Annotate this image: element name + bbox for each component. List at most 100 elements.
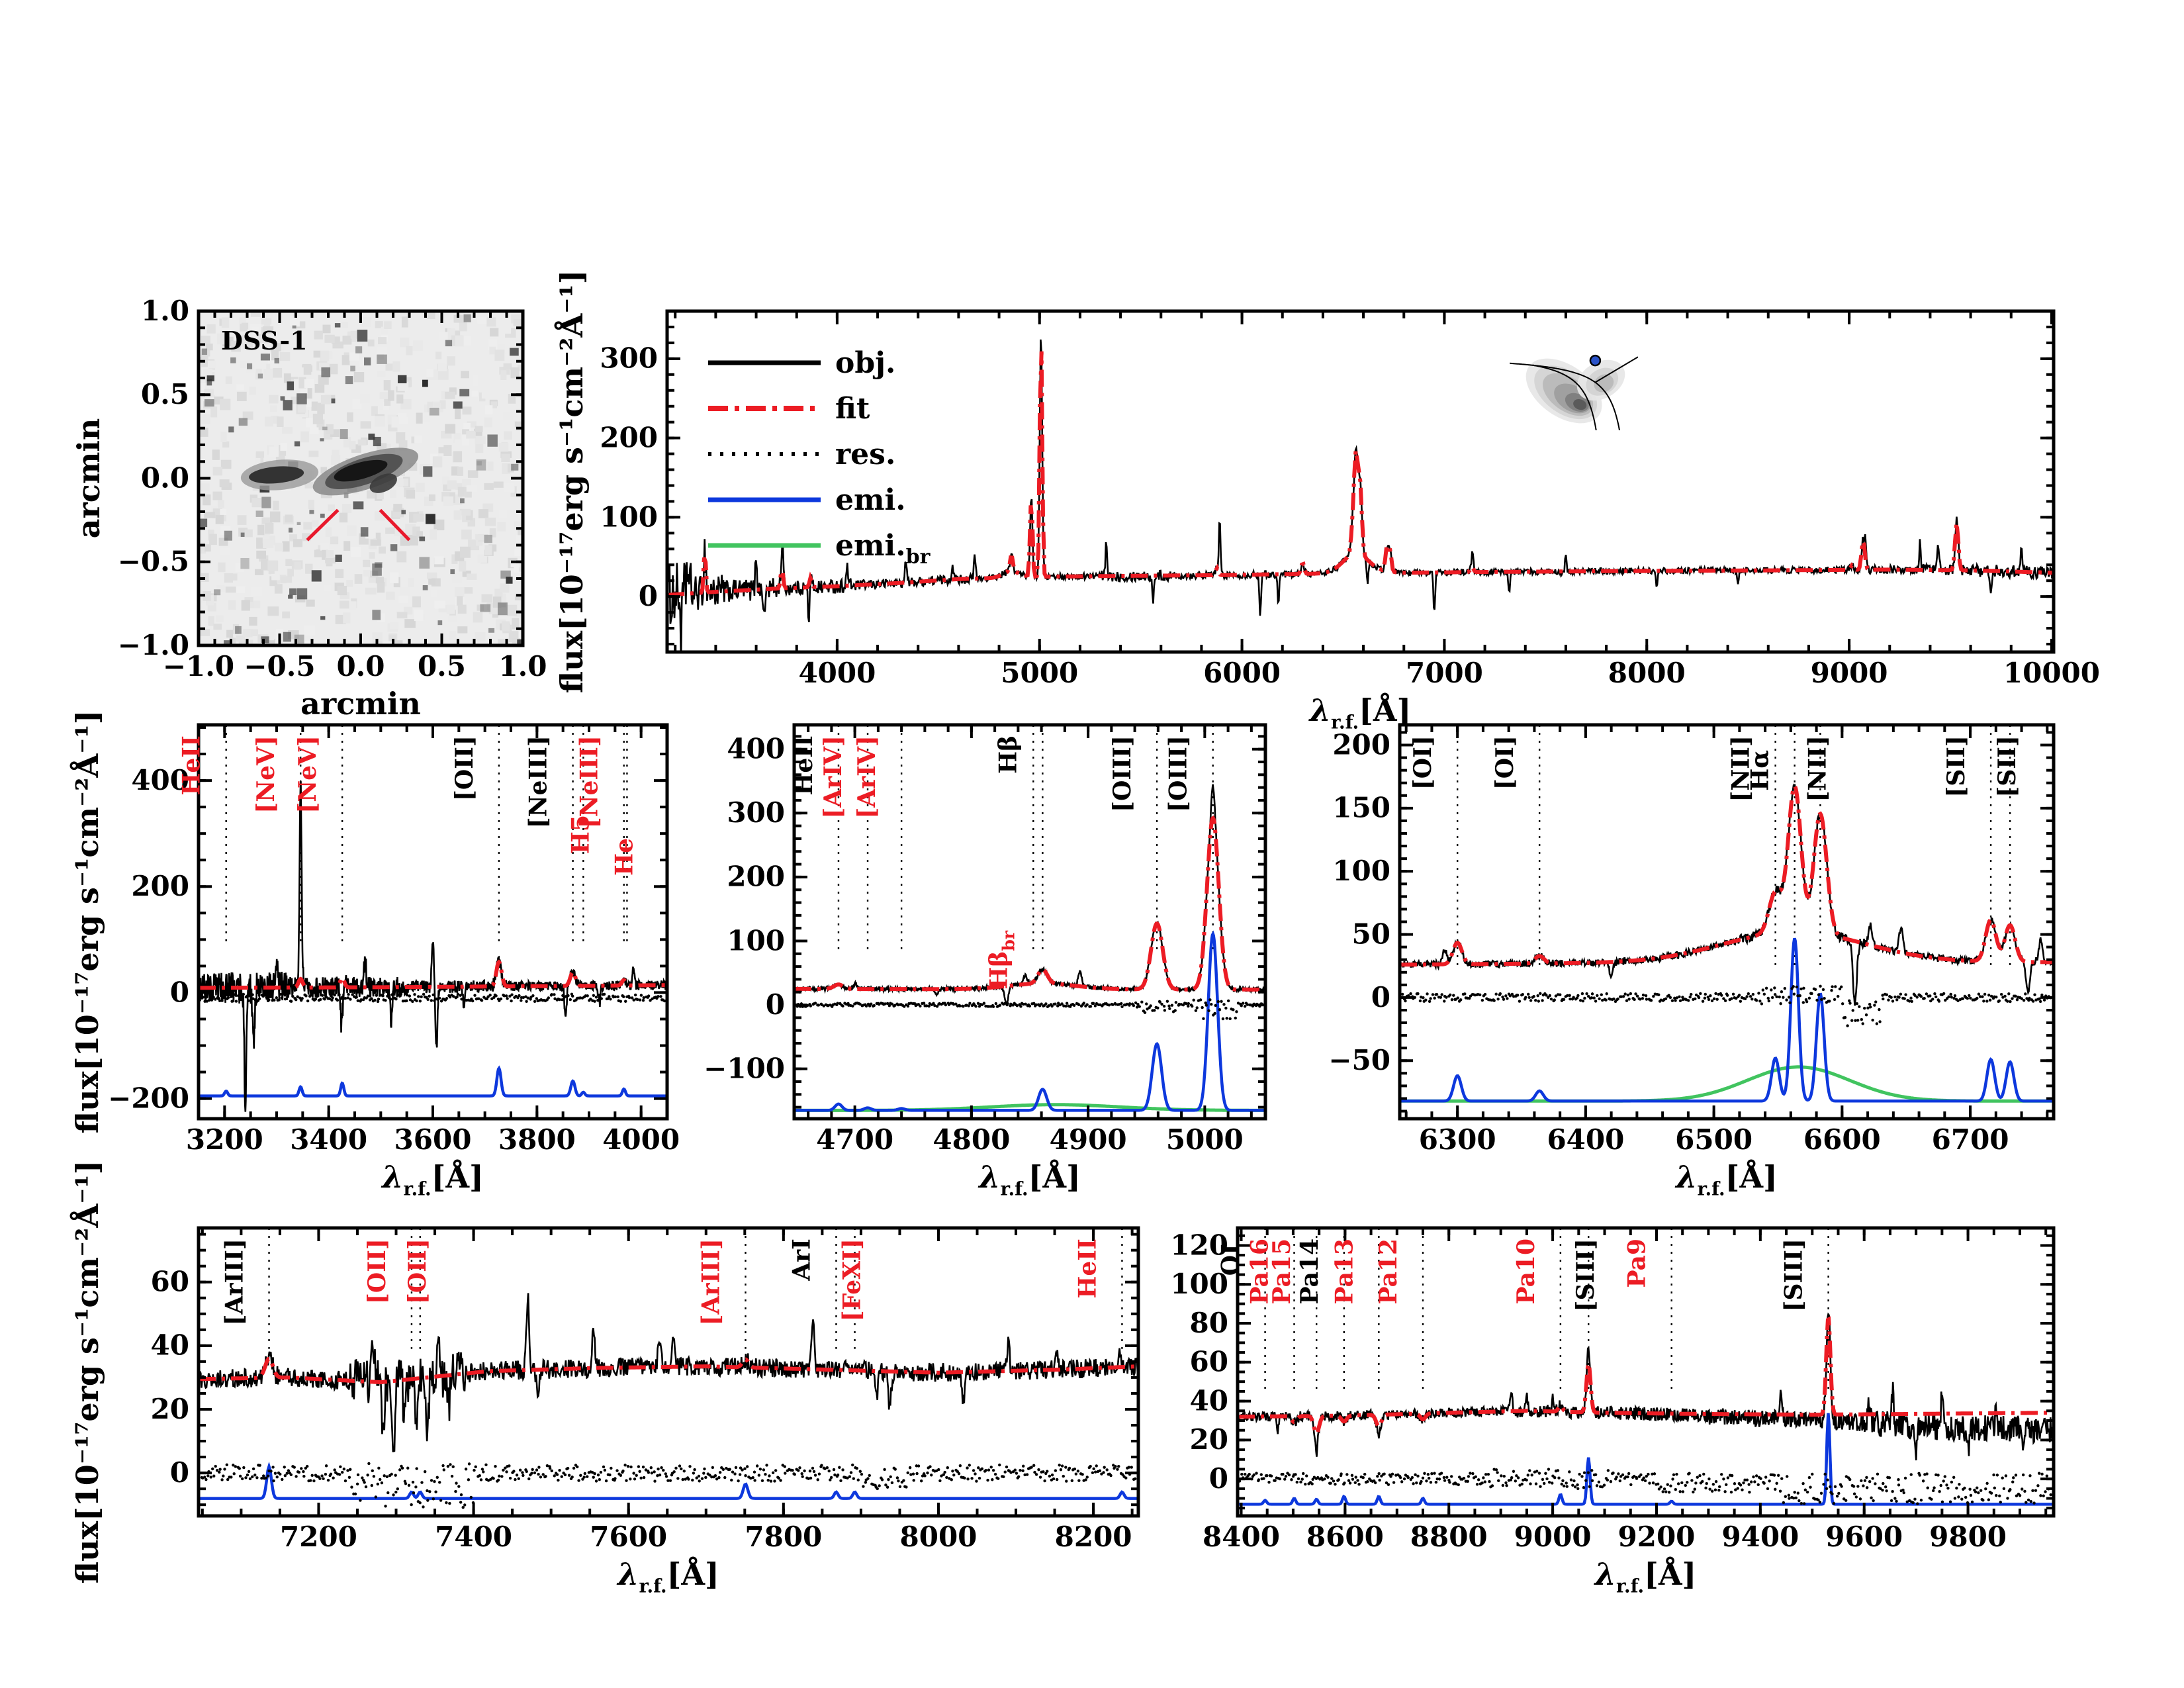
noise-cell xyxy=(271,416,279,424)
residual-dot xyxy=(1743,1478,1747,1481)
residual-dot xyxy=(1065,1479,1068,1483)
residual-dot xyxy=(1780,1477,1784,1480)
residual-dot xyxy=(1463,992,1467,996)
residual-dot xyxy=(1836,995,1840,998)
noise-cell xyxy=(447,356,455,366)
residual-dot xyxy=(739,1466,743,1470)
noise-cell xyxy=(320,350,330,361)
residual-dot xyxy=(1565,1485,1569,1488)
residual-dot xyxy=(798,1466,801,1470)
residual-dot xyxy=(1428,1000,1432,1003)
residual-dot xyxy=(1860,1479,1863,1483)
residual-dot xyxy=(1618,1479,1621,1483)
residual-dot xyxy=(246,1474,250,1477)
residual-dot xyxy=(797,1469,800,1472)
residual-dot xyxy=(1494,1468,1498,1472)
residual-dot xyxy=(214,998,217,1001)
x-tick-label: 0.5 xyxy=(418,650,466,682)
star-spot xyxy=(450,569,455,575)
object-spectrum-line xyxy=(1238,1312,2053,1461)
noise-cell xyxy=(500,370,507,381)
residual-dot xyxy=(1993,1486,1996,1490)
x-tick-label: 6300 xyxy=(1419,1123,1496,1156)
residual-dot xyxy=(1311,1477,1314,1481)
noise-cell xyxy=(447,328,455,340)
residual-dot xyxy=(445,1501,448,1505)
residual-dot xyxy=(269,995,273,998)
residual-dot xyxy=(381,994,385,998)
residual-dot xyxy=(951,1470,954,1473)
residual-dot xyxy=(522,1474,525,1477)
residual-dot xyxy=(514,1477,517,1481)
residual-dot xyxy=(260,1476,263,1480)
residual-dot xyxy=(1281,1472,1285,1476)
noise-cell xyxy=(269,395,279,404)
residual-dot xyxy=(1361,1476,1365,1479)
residual-dot xyxy=(596,1474,600,1477)
residual-dot xyxy=(1829,1485,1832,1489)
residual-dot xyxy=(217,997,221,1000)
residual-dot xyxy=(1445,1476,1449,1479)
residual-dot xyxy=(1841,1002,1844,1006)
y-tick-label: 40 xyxy=(151,1329,189,1362)
residual-dot xyxy=(1518,1483,1522,1487)
noise-cell xyxy=(490,328,499,337)
x-tick-label: 8400 xyxy=(1203,1521,1280,1553)
object-spectrum-line xyxy=(1400,783,2053,1006)
noise-cell xyxy=(412,596,421,608)
residual-dot xyxy=(1034,1003,1038,1007)
star-spot xyxy=(288,594,293,599)
residual-dot xyxy=(579,1474,582,1477)
residual-dot xyxy=(1240,1004,1243,1008)
noise-cell xyxy=(335,569,344,579)
noise-cell xyxy=(347,412,353,422)
x-tick-label: 9600 xyxy=(1825,1521,1903,1553)
shape: λ xyxy=(381,1159,403,1195)
noise-cell xyxy=(484,483,494,490)
residual-dot xyxy=(296,995,299,998)
residual-dot xyxy=(1866,1006,1870,1009)
residual-dot xyxy=(1982,1000,1985,1003)
residual-dot xyxy=(529,996,533,999)
residual-dot xyxy=(1583,996,1586,1000)
residual-dot xyxy=(247,999,250,1002)
residual-dot xyxy=(989,1466,993,1469)
residual-dot xyxy=(2032,1501,2036,1505)
residual-dot xyxy=(653,1479,657,1483)
noise-cell xyxy=(274,584,283,594)
y-tick-label: −1.0 xyxy=(118,629,189,661)
residual-dot xyxy=(866,1477,870,1480)
residual-dot xyxy=(1805,1000,1809,1004)
noise-cell xyxy=(273,367,283,378)
star-spot xyxy=(257,373,263,379)
residual-dot xyxy=(856,1478,860,1481)
noise-cell xyxy=(240,360,250,369)
residual-dot xyxy=(1240,1472,1244,1476)
residual-dot xyxy=(2026,1498,2030,1502)
noise-cell xyxy=(430,589,437,597)
residual-dot xyxy=(1243,1005,1247,1008)
noise-cell xyxy=(451,466,459,476)
residual-dot xyxy=(1833,1485,1837,1489)
noise-cell xyxy=(343,541,351,551)
residual-dot xyxy=(1222,1003,1226,1006)
residual-dot xyxy=(1712,997,1716,1000)
x-tick-label: 3600 xyxy=(394,1123,472,1156)
residual-dot xyxy=(809,1476,813,1480)
noise-cell xyxy=(242,322,249,330)
noise-cell xyxy=(377,370,386,378)
star-spot xyxy=(419,557,430,569)
residual-dot xyxy=(455,995,459,999)
residual-dot xyxy=(1584,1479,1588,1482)
residual-dot xyxy=(942,1473,945,1476)
star-spot xyxy=(201,348,208,355)
residual-dot xyxy=(1450,998,1454,1002)
residual-dot xyxy=(2025,1501,2028,1504)
residual-dot xyxy=(1730,997,1733,1000)
residual-dot xyxy=(1246,1003,1249,1006)
noise-cell xyxy=(220,459,232,469)
residual-dot xyxy=(1757,992,1760,995)
residual-dot xyxy=(1735,996,1738,1000)
residual-dot xyxy=(324,1464,328,1468)
residual-dot xyxy=(420,995,423,999)
